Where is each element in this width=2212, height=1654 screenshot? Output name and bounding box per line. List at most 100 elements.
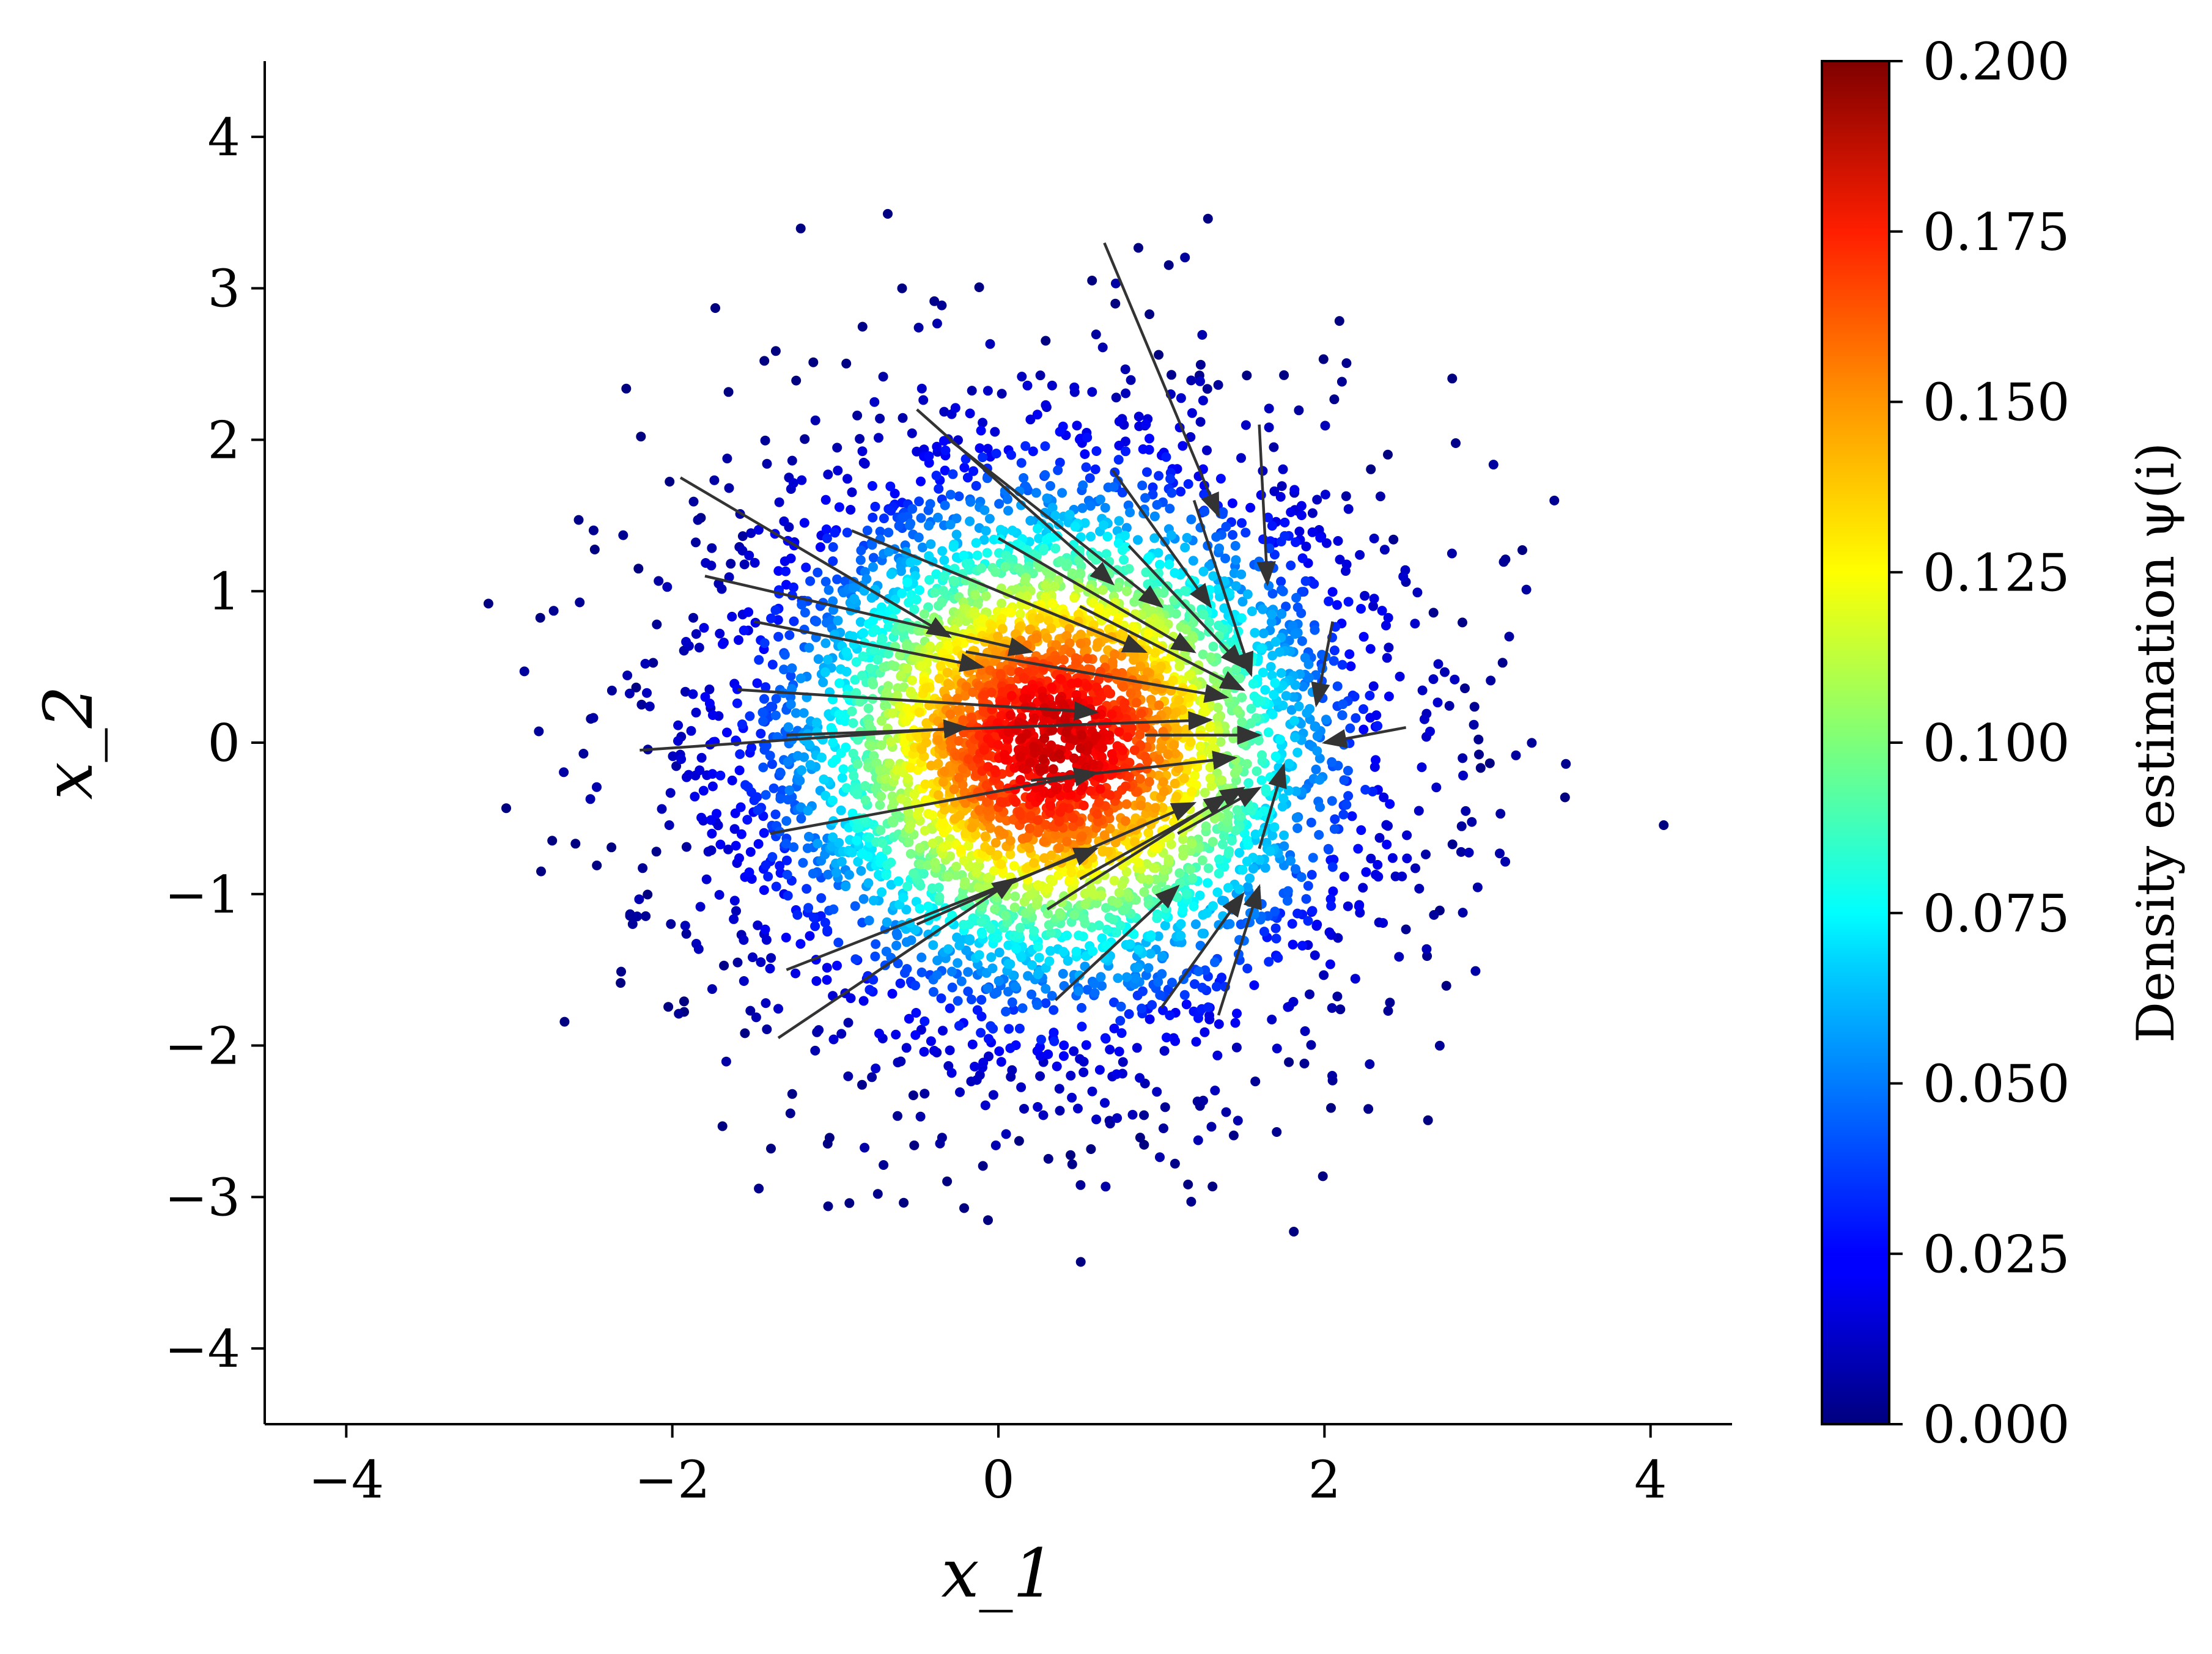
scatter-point — [729, 914, 739, 924]
scatter-point — [1126, 375, 1136, 385]
scatter-point — [1144, 444, 1154, 455]
scatter-point — [1217, 775, 1227, 785]
scatter-point — [1049, 1027, 1059, 1038]
plot-area — [483, 208, 1669, 1267]
scatter-point — [1230, 541, 1241, 551]
scatter-point — [1210, 1086, 1220, 1096]
scatter-point — [758, 762, 769, 773]
scatter-point — [724, 483, 734, 493]
scatter-point — [1091, 1114, 1102, 1125]
scatter-point — [1467, 817, 1477, 827]
scatter-point — [882, 917, 892, 927]
scatter-point — [627, 919, 638, 929]
scatter-point — [1264, 403, 1274, 414]
scatter-point — [828, 556, 838, 567]
scatter-point — [930, 587, 940, 598]
scatter-point — [1203, 878, 1213, 888]
scatter-point — [1351, 713, 1361, 723]
scatter-point — [1063, 782, 1073, 793]
scatter-point — [1082, 682, 1093, 692]
scatter-point — [883, 622, 894, 632]
scatter-point — [1109, 649, 1119, 660]
scatter-point — [1289, 716, 1299, 726]
scatter-point — [994, 976, 1004, 986]
scatter-point — [691, 939, 701, 949]
scatter-point — [965, 497, 976, 507]
scatter-point — [1118, 1057, 1128, 1067]
scatter-point — [917, 542, 927, 553]
scatter-point — [971, 1075, 982, 1085]
scatter-point — [767, 660, 778, 670]
scatter-point — [797, 600, 807, 610]
scatter-point — [715, 770, 726, 781]
scatter-point — [1292, 748, 1303, 758]
scatter-point — [1324, 844, 1334, 855]
scatter-point — [756, 729, 766, 739]
scatter-point — [1213, 584, 1223, 594]
scatter-point — [1387, 853, 1398, 863]
scatter-point — [632, 911, 643, 922]
scatter-point — [1033, 524, 1042, 534]
scatter-point — [760, 435, 770, 446]
scatter-point — [902, 881, 913, 892]
scatter-point — [933, 512, 943, 523]
scatter-point — [745, 711, 755, 721]
scatter-point — [1497, 658, 1508, 668]
scatter-point — [1343, 765, 1353, 776]
scatter-point — [1204, 722, 1215, 732]
scatter-point — [1134, 411, 1144, 422]
scatter-point — [1038, 1110, 1049, 1120]
scatter-point — [939, 406, 949, 417]
scatter-point — [1375, 491, 1385, 502]
scatter-point — [836, 856, 847, 867]
scatter-point — [1111, 392, 1121, 403]
scatter-point — [939, 572, 949, 582]
scatter-point — [805, 760, 816, 770]
scatter-point — [1045, 481, 1055, 491]
scatter-point — [921, 683, 931, 693]
scatter-point — [935, 661, 946, 671]
scatter-point — [1100, 1033, 1110, 1043]
scatter-point — [1286, 856, 1296, 866]
scatter-point — [1234, 884, 1244, 894]
scatter-point — [1055, 1106, 1065, 1116]
scatter-point — [784, 630, 795, 641]
scatter-point — [1385, 998, 1395, 1008]
scatter-point — [1143, 899, 1154, 909]
scatter-point — [1320, 490, 1330, 500]
scatter-point — [962, 472, 973, 483]
scatter-point — [874, 1028, 884, 1038]
scatter-point — [1095, 784, 1105, 794]
scatter-point — [1217, 839, 1228, 850]
scatter-point — [1000, 749, 1010, 760]
scatter-point — [864, 719, 874, 729]
scatter-point — [1290, 864, 1300, 874]
scatter-point — [696, 752, 707, 763]
scatter-point — [832, 960, 842, 971]
scatter-point — [811, 616, 822, 627]
scatter-point — [1198, 649, 1208, 660]
scatter-point — [828, 832, 838, 842]
scatter-point — [1024, 843, 1034, 853]
scatter-point — [791, 375, 802, 386]
scatter-point — [1336, 377, 1347, 387]
scatter-point — [857, 848, 868, 859]
scatter-point — [704, 698, 715, 708]
scatter-point — [1029, 858, 1039, 868]
scatter-point — [982, 733, 993, 744]
scatter-point — [925, 499, 935, 509]
scatter-point — [1094, 674, 1104, 685]
scatter-point — [928, 987, 938, 997]
scatter-point — [937, 598, 947, 608]
scatter-point — [871, 625, 880, 635]
scatter-point — [1232, 765, 1242, 775]
scatter-point — [1228, 530, 1238, 540]
scatter-point — [1195, 417, 1206, 427]
scatter-point — [1144, 777, 1154, 787]
scatter-point — [1052, 784, 1061, 795]
scatter-point — [881, 946, 891, 957]
scatter-point — [1074, 930, 1084, 941]
scatter-point — [1103, 847, 1113, 857]
scatter-point — [606, 685, 617, 696]
scatter-point — [588, 525, 599, 535]
